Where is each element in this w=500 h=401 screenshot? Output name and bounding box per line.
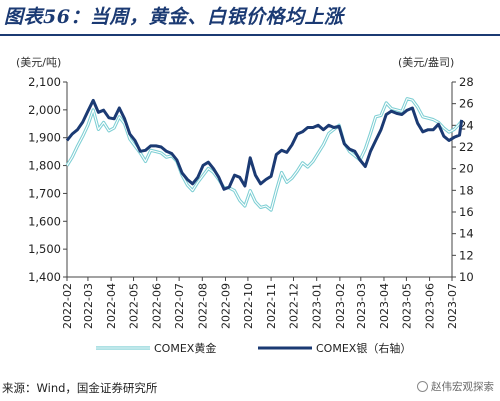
series-line-gold-inner [66,98,463,211]
right-axis-tick-label: 10 [459,270,474,284]
x-axis-tick-label: 2022-12 [288,283,301,329]
left-axis-tick-label: 1,700 [28,186,61,200]
x-axis-tick-label: 2022-08 [196,283,209,329]
x-axis-tick-label: 2023-01 [311,283,324,329]
source-note: 来源：Wind，国金证券研究所 [2,381,158,395]
right-axis-unit: (美元/盎司) [398,55,454,69]
right-axis-tick-label: 28 [459,75,474,89]
left-axis-unit: (美元/吨) [16,56,61,69]
left-axis-tick-label: 1,500 [28,242,61,256]
x-axis-tick-label: 2022-04 [105,283,118,329]
x-axis-tick-label: 2022-05 [128,283,141,329]
x-axis-tick-label: 2023-04 [378,283,391,329]
x-axis-tick-label: 2022-02 [61,283,74,329]
right-axis-tick-label: 14 [459,227,474,241]
x-axis-tick-label: 2022-10 [242,283,255,329]
x-axis-tick-label: 2022-09 [219,283,232,329]
right-axis-tick-label: 22 [459,140,474,154]
title-bar: 图表56：当周，黄金、白银价格均上涨 [0,0,500,36]
x-axis-tick-label: 2022-07 [173,283,186,329]
x-axis-tick-label: 2023-02 [334,283,347,329]
x-axis-tick-label: 2022-03 [82,283,95,329]
right-axis-tick-label: 12 [459,248,474,262]
left-axis-tick-label: 2,000 [28,103,61,117]
x-axis-tick-label: 2022-11 [265,283,278,329]
chart-canvas: (美元/吨) (美元/盎司) 1,400 1,500 1,600 1,700 1,800 1,… [16,55,474,355]
title-underline [0,34,500,36]
chat-icon [417,381,428,392]
chart-title: 图表56：当周，黄金、白银价格均上涨 [4,6,344,28]
legend-label-gold: COMEX黄金 [154,341,216,355]
left-axis-tick-label: 1,400 [28,270,61,284]
left-axis-tick-label: 1,800 [28,159,61,173]
left-axis-tick-label: 1,900 [28,131,61,145]
watermark: 赵伟宏观探索 [417,379,494,394]
x-axis-tick-label: 2023-05 [400,283,413,329]
x-axis-tick-label: 2023-07 [446,283,459,329]
legend-label-silver: COMEX银（右轴） [316,341,411,355]
x-axis-tick-label: 2023-03 [355,283,368,329]
x-axis-tick-label: 2022-06 [151,283,164,329]
x-axis-tick-label: 2023-06 [424,283,437,329]
right-axis-tick-label: 20 [459,162,474,176]
series-line-silver [65,98,464,191]
right-axis-tick-label: 26 [459,97,474,111]
right-axis-tick-label: 18 [459,183,474,197]
watermark-text: 赵伟宏观探索 [431,381,494,393]
left-axis-tick-label: 2,100 [28,75,61,89]
left-axis-tick-label: 1,600 [28,214,61,228]
right-axis-tick-label: 16 [459,205,474,219]
